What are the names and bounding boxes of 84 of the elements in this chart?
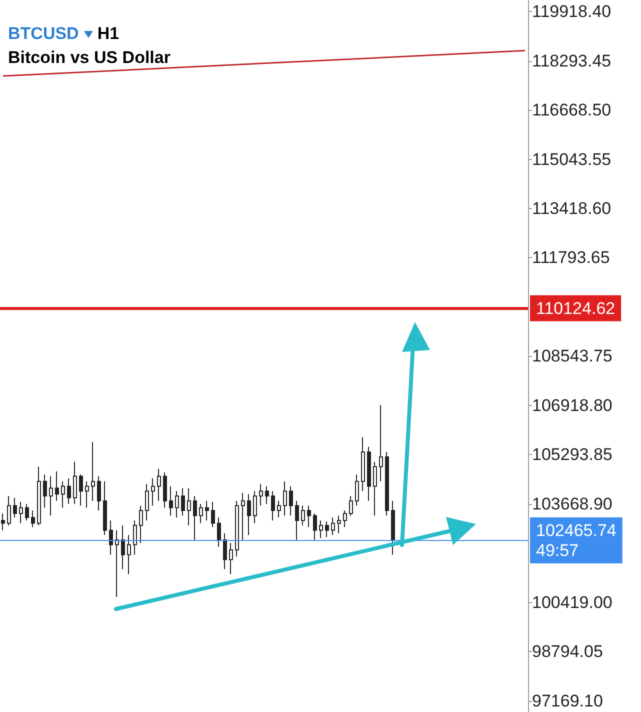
candlestick [349,495,353,516]
candlestick [385,452,389,516]
candlestick [223,532,227,570]
candlestick [211,501,215,528]
candlestick [109,520,113,556]
candlestick [103,480,107,536]
y-tick-label: 118293.45 [532,51,612,70]
y-tick-label: 106918.80 [532,396,612,415]
candlestick [295,500,299,540]
text: Bitcoin vs US Dollar [8,47,170,69]
ref-line-label: 102465.74 49:57 [536,520,616,560]
candlestick [181,488,185,516]
candlestick [67,478,71,504]
candlestick [241,492,245,540]
candlestick [127,534,131,575]
y-tick-label: 119918.40 [532,2,612,22]
candlestick [391,500,395,556]
y-tick-label: 111793.65 [532,248,610,268]
candlestick [367,446,371,502]
y-tick-label: 105293.85 [532,445,612,464]
candlestick [205,500,209,522]
annotation: H1 [97,24,120,43]
candlestick [19,501,23,524]
candlestick [343,510,347,528]
candlestick [313,513,317,540]
y-tick-label: 100419.00 [532,592,612,612]
candlestick [133,520,137,556]
candlestick [91,442,95,502]
candlestick [157,468,161,502]
candlestick [247,494,251,536]
candlestick [373,461,377,516]
candlestick [307,505,311,528]
candlestick [31,510,35,528]
candlestick [187,488,191,526]
candlestick [43,474,47,508]
candlestick [49,476,53,516]
candlestick [277,500,281,518]
y-tick-label: 113418.60 [532,198,612,218]
y-tick-label: 116668.50 [532,100,612,120]
candlestick [1,513,5,531]
candlestick [379,404,383,482]
candlestick [301,505,305,526]
candlestick [289,486,293,516]
candlestick [217,516,221,548]
ref-line-label: 110124.62 [536,298,616,318]
candlestick [61,480,65,508]
candlestick [325,520,329,538]
text: BTCUSD [8,24,79,43]
candlestick [85,480,89,508]
y-tick-label: 97169.10 [532,691,603,710]
y-tick-label: 103668.90 [532,494,612,514]
candlestick [337,515,341,534]
candlestick [115,530,119,598]
candlestick [7,495,11,526]
candlestick [151,478,155,506]
candlestick [79,474,83,506]
candlestick [25,503,29,522]
candlestick [97,476,101,512]
y-tick-label: 98794.05 [532,642,603,662]
candlestick [361,436,365,492]
candlestick [253,490,257,524]
candlestick [271,490,275,522]
candlestick [229,542,233,575]
candlestick [145,484,149,522]
candlestick [55,470,59,502]
candlestick [73,461,77,504]
candlestick [139,505,143,544]
candlestick [193,495,197,540]
candlestick [331,516,335,536]
candlestick [121,524,125,570]
candlestick [163,472,167,508]
candlestick [235,500,239,558]
candlestick [175,490,179,518]
y-tick-label: 108543.75 [532,346,612,366]
y-tick-label: 115043.55 [532,150,612,169]
candlestick [355,474,359,506]
candlestick [319,520,323,539]
candlestick [37,466,41,526]
candlestick [169,486,173,516]
candlestick [265,486,269,504]
candlestick [199,503,203,524]
candlestick [283,480,287,516]
candlestick [259,484,263,506]
candlestick [13,497,17,518]
